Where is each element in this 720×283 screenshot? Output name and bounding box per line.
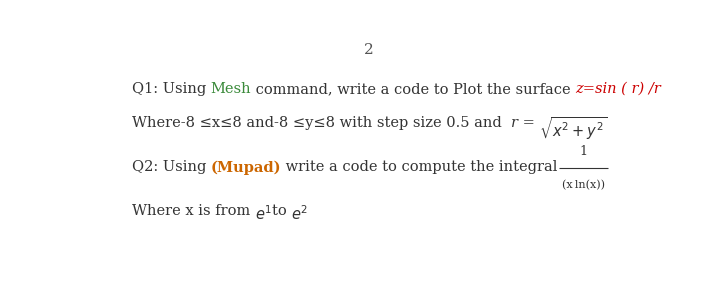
Text: Where-8 ≤x≤8 and-8 ≤y≤8 with step size 0.5 and: Where-8 ≤x≤8 and-8 ≤y≤8 with step size 0… [132, 116, 511, 130]
Text: Mesh: Mesh [211, 82, 251, 96]
Text: r =: r = [511, 116, 539, 130]
Text: (x ln(x)): (x ln(x)) [562, 180, 606, 190]
Text: 2: 2 [364, 43, 374, 57]
Text: 1: 1 [580, 145, 588, 158]
Text: write a code to compute the integral: write a code to compute the integral [282, 160, 567, 174]
Text: Where x is from: Where x is from [132, 204, 255, 218]
Text: $e^2$: $e^2$ [292, 204, 308, 223]
Text: to: to [272, 204, 292, 218]
Text: $e^1$: $e^1$ [255, 204, 272, 223]
Text: (Mupad): (Mupad) [211, 160, 282, 175]
Text: Q2: Using: Q2: Using [132, 160, 211, 174]
Text: command, write a code to Plot the surface: command, write a code to Plot the surfac… [251, 82, 575, 96]
Text: $\sqrt{x^2 + y^2}$: $\sqrt{x^2 + y^2}$ [539, 116, 608, 142]
Text: z=sin ( r) /r: z=sin ( r) /r [575, 82, 662, 96]
Text: Q1: Using: Q1: Using [132, 82, 211, 96]
